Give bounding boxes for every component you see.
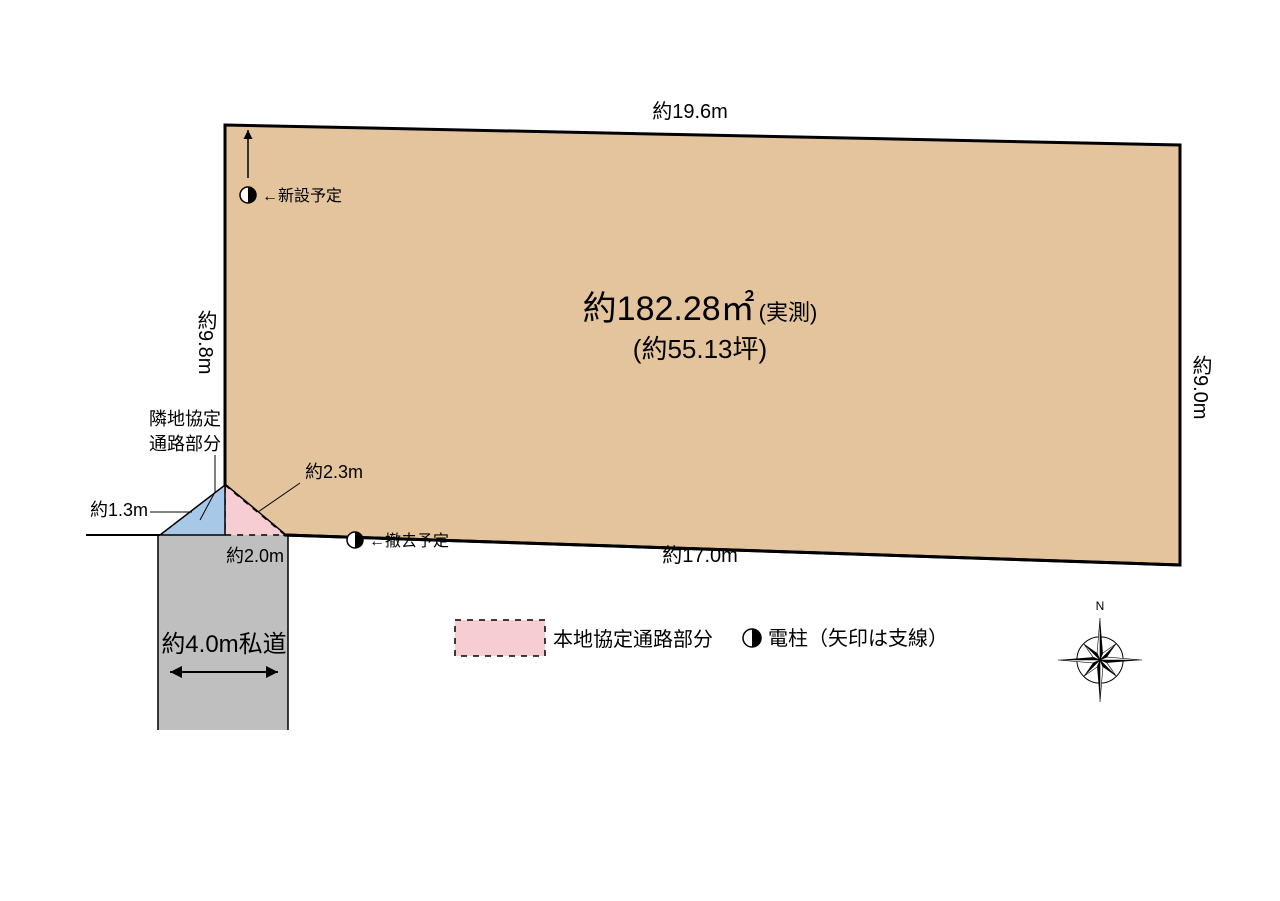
svg-text:←撤去予定: ←撤去予定 [369,532,449,550]
dim-top: 約19.6m [652,100,728,123]
svg-text:隣地協定: 隣地協定 [149,409,221,429]
dim-pink-diag: 約2.3m [305,462,363,482]
svg-text:(約55.13坪): (約55.13坪) [633,334,767,364]
svg-text:N: N [1096,599,1105,613]
compass-icon: N [1058,599,1142,702]
legend-pole: 電柱（矢印は支線） [743,627,948,650]
svg-text:←新設予定: ←新設予定 [262,187,342,205]
svg-text:通路部分: 通路部分 [149,434,221,454]
dim-bottom-right: 約17.0m [662,544,738,567]
legend-pink: 本地協定通路部分 [455,620,713,656]
dim-bottom-small: 約2.0m [226,546,284,566]
dim-blue-diag: 約1.3m [90,500,148,520]
dim-left: 約9.8m [194,310,217,375]
svg-text:電柱（矢印は支線）: 電柱（矢印は支線） [768,627,948,650]
svg-text:本地協定通路部分: 本地協定通路部分 [553,628,713,651]
road-label: 約4.0m私道 [161,631,286,658]
dim-right: 約9.0m [1189,355,1212,420]
